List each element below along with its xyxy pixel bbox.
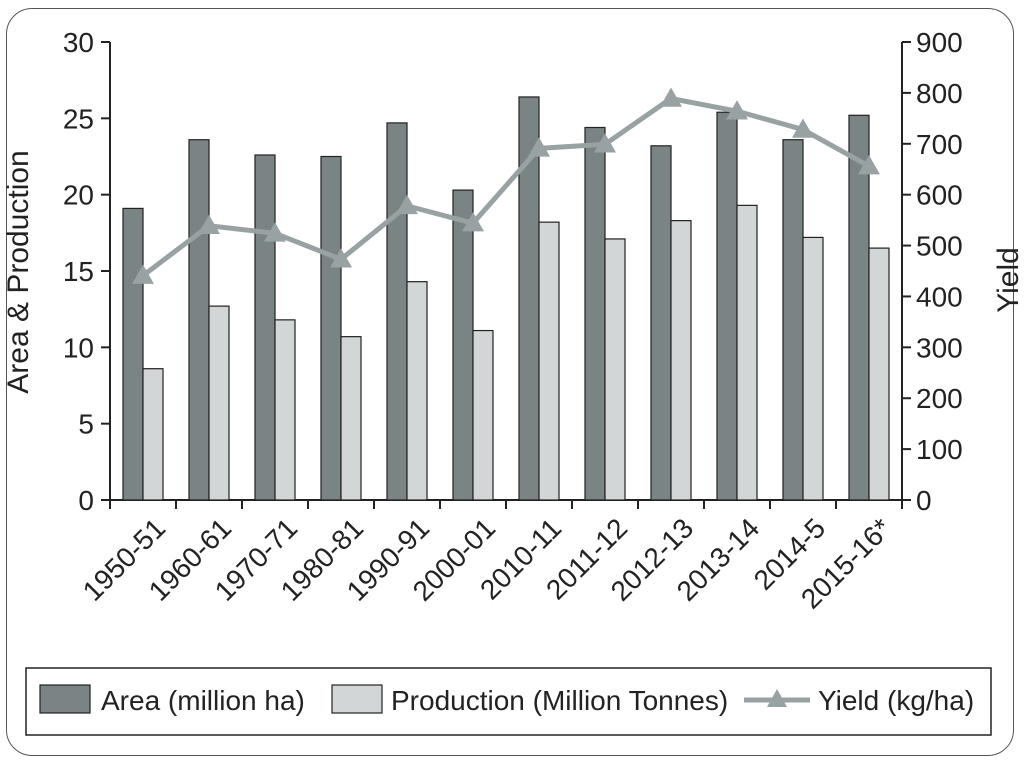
bar-production bbox=[142, 368, 164, 501]
bar-area bbox=[386, 122, 408, 501]
bar-area bbox=[254, 154, 276, 501]
bar-area bbox=[716, 111, 738, 501]
y2-tick-label: 600 bbox=[916, 180, 963, 211]
bar-production bbox=[340, 336, 362, 501]
yield-point bbox=[330, 248, 352, 268]
y-axis-label: Area & Production bbox=[2, 150, 35, 393]
y2-tick-label: 0 bbox=[916, 485, 932, 516]
yield-series-line bbox=[141, 95, 871, 278]
y2-tick-label: 100 bbox=[916, 434, 963, 465]
bar-production bbox=[208, 305, 230, 501]
y2-axis-label: Yield bbox=[992, 247, 1024, 313]
bar-production bbox=[472, 329, 494, 501]
legend: Area (million ha) Production (Million To… bbox=[25, 667, 992, 736]
y2-tick-label: 800 bbox=[916, 78, 963, 109]
bar-production bbox=[736, 204, 758, 501]
legend-area-swatch bbox=[39, 684, 91, 714]
bars bbox=[122, 96, 890, 501]
y2-tick-label: 500 bbox=[916, 231, 963, 262]
slide-frame bbox=[6, 8, 1014, 756]
yield-point bbox=[198, 214, 220, 234]
y-tick-label: 20 bbox=[63, 180, 94, 211]
legend-area-label: Area (million ha) bbox=[101, 685, 305, 716]
bar-area bbox=[122, 207, 144, 501]
bar-area bbox=[782, 139, 804, 501]
y-tick-label: 30 bbox=[63, 27, 94, 58]
y2-tick-label: 900 bbox=[916, 27, 963, 58]
y-tick-label: 15 bbox=[63, 256, 94, 287]
bar-production bbox=[802, 236, 824, 501]
y-tick-label: 5 bbox=[78, 409, 94, 440]
yield-point bbox=[594, 133, 616, 153]
bar-production bbox=[538, 221, 560, 501]
legend-production-label: Production (Million Tonnes) bbox=[391, 685, 728, 716]
bar-production bbox=[670, 220, 692, 501]
yield-point bbox=[792, 118, 814, 138]
yield-point bbox=[462, 212, 484, 232]
legend-yield-label: Yield (kg/ha) bbox=[818, 685, 974, 716]
bar-production bbox=[406, 281, 428, 501]
bar-production bbox=[868, 247, 890, 501]
yield-point bbox=[858, 155, 880, 175]
bar-area bbox=[188, 139, 210, 501]
y-tick-label: 25 bbox=[63, 103, 94, 134]
yield-line bbox=[132, 87, 880, 284]
yield-point bbox=[396, 194, 418, 215]
legend-box bbox=[25, 667, 992, 736]
legend-production-swatch bbox=[331, 684, 383, 714]
y2-tick-label: 300 bbox=[916, 332, 963, 363]
bar-production bbox=[274, 319, 296, 501]
y2-tick-label: 400 bbox=[916, 281, 963, 312]
yield-point bbox=[726, 100, 748, 120]
y-tick-label: 0 bbox=[78, 485, 94, 516]
bar-area bbox=[584, 126, 606, 501]
bar-area bbox=[452, 189, 474, 501]
bar-area bbox=[650, 145, 672, 501]
y-tick-label: 10 bbox=[63, 332, 94, 363]
bar-production bbox=[604, 238, 626, 501]
yield-point bbox=[528, 137, 550, 157]
yield-point bbox=[132, 264, 154, 284]
yield-point bbox=[264, 222, 286, 242]
legend-yield-marker bbox=[767, 689, 787, 707]
bar-area bbox=[320, 155, 342, 501]
y2-tick-label: 700 bbox=[916, 129, 963, 160]
yield-point bbox=[660, 87, 682, 107]
y2-tick-label: 200 bbox=[916, 383, 963, 414]
